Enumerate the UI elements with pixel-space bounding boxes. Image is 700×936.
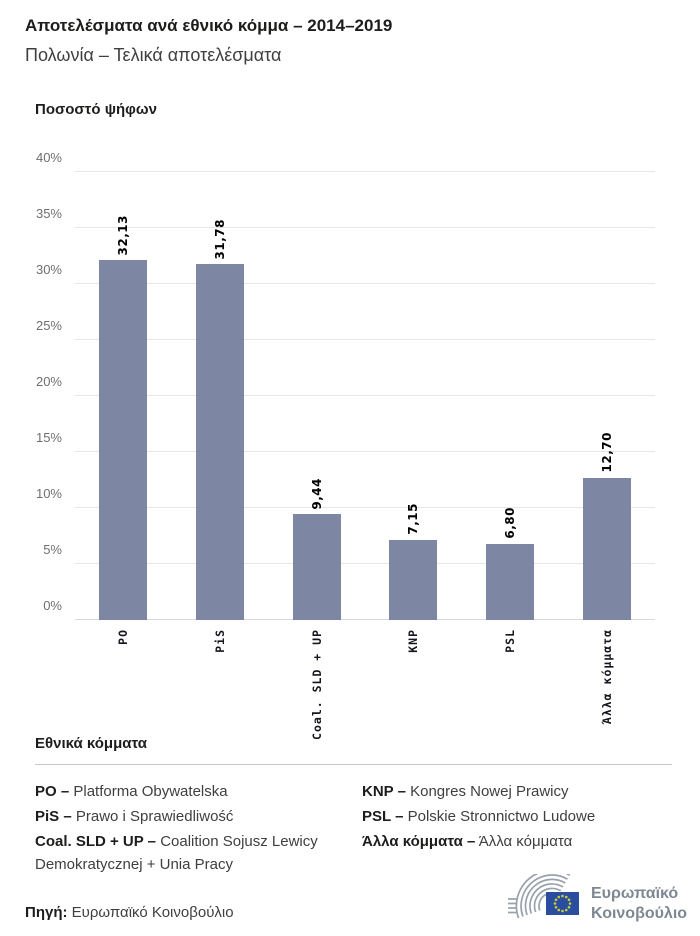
bar — [196, 264, 244, 620]
y-axis-tick-label: 0% — [43, 598, 62, 613]
x-axis-tick-label: KNP — [406, 629, 421, 653]
y-axis-tick-label: 40% — [35, 150, 62, 165]
y-axis-tick-label: 30% — [35, 262, 62, 277]
gridline — [75, 619, 655, 620]
legend-name: Polskie Stronnictwo Ludowe — [407, 808, 596, 825]
x-axis-tick-label: PSL — [503, 629, 517, 653]
legend-abbr: PO – — [35, 783, 70, 800]
y-axis-tick-label: 10% — [35, 486, 62, 501]
gridline — [75, 227, 655, 228]
gridline — [75, 451, 655, 452]
bar-value-label: 31,78 — [213, 218, 227, 260]
legend-abbr: PiS – — [35, 808, 72, 825]
bar — [582, 477, 631, 620]
page-subtitle: Πολωνία – Τελικά αποτελέσματα — [25, 45, 282, 65]
source-label: Πηγή: — [25, 904, 68, 921]
x-axis-tick-label: PiS — [213, 629, 227, 653]
bar-value-label: 6,80 — [503, 507, 517, 539]
bar — [486, 543, 534, 620]
page-title: Αποτελέσματα ανά εθνικό κόμμα – 2014–201… — [25, 16, 393, 35]
legend-entry-po: PO – Platforma Obywatelska — [35, 780, 362, 803]
gridline — [75, 339, 655, 340]
plot-area: 0% 5% 10% 15% 20% 25% 30% 35% 40% 32,13 PO 31,78 PiS… — [36, 150, 655, 740]
gridline — [75, 171, 655, 172]
bar — [99, 260, 148, 620]
bar — [389, 539, 438, 620]
legend-name: Platforma Obywatelska — [73, 783, 228, 800]
legend-abbr: PSL – — [362, 808, 404, 825]
y-axis-tick-label: 20% — [35, 374, 62, 389]
gridline — [75, 283, 655, 284]
legend-name: Kongres Nowej Prawicy — [410, 783, 569, 800]
legend-name: Άλλα κόμματα — [478, 833, 573, 850]
legend-heading: Εθνικά κόμματα — [35, 735, 147, 752]
ep-logo-wordmark: Ευρωπαϊκό Κοινοβούλιο — [591, 884, 687, 924]
legend-name: Prawo i Sprawiedliwość — [75, 808, 234, 825]
ep-hemicycle-icon — [508, 874, 579, 919]
gridline — [75, 563, 655, 564]
x-axis-tick-label: Coal. SLD + UP — [309, 629, 324, 740]
gridline — [75, 507, 655, 508]
legend-abbr: Άλλα κόμματα – — [362, 833, 476, 850]
bar-value-label: 7,15 — [406, 503, 421, 535]
legend-divider — [35, 764, 672, 765]
source-value: Ευρωπαϊκό Κοινοβούλιο — [71, 904, 234, 921]
ep-logo-line2: Κοινοβούλιο — [591, 905, 688, 922]
legend-entry-coal-sld-up: Coal. SLD + UP – Coalition Sojusz Lewicy… — [35, 830, 362, 876]
source-line: Πηγή: Ευρωπαϊκό Κοινοβούλιο — [25, 904, 234, 921]
ep-logo-line1: Ευρωπαϊκό — [591, 885, 679, 902]
legend-abbr: Coal. SLD + UP – — [35, 833, 157, 850]
legend-name: Coalition Sojusz Lewicy Demokratycznej +… — [35, 833, 318, 873]
y-axis-tick-label: 25% — [35, 318, 62, 333]
bar-value-label: 9,44 — [309, 477, 324, 510]
chart-axis-title: Ποσοστό ψήφων — [35, 101, 157, 118]
y-axis-tick-label: 35% — [35, 206, 62, 221]
legend-entry-psl: PSL – Polskie Stronnictwo Ludowe — [362, 805, 672, 828]
legend-entry-other: Άλλα κόμματα – Άλλα κόμματα — [362, 830, 672, 876]
bar-value-label: 12,70 — [599, 432, 614, 473]
bar-value-label: 32,13 — [116, 214, 131, 256]
legend-abbr: KNP – — [362, 783, 406, 800]
x-axis-tick-label: Άλλα κόμματα — [599, 629, 614, 725]
european-parliament-logo: Ευρωπαϊκό Κοινοβούλιο — [506, 874, 687, 930]
gridline — [75, 395, 655, 396]
legend-entry-pis: PiS – Prawo i Sprawiedliwość — [35, 805, 362, 828]
legend-entry-knp: KNP – Kongres Nowej Prawicy — [362, 780, 672, 803]
bar — [292, 514, 341, 620]
legend: PO – Platforma Obywatelska PiS – Prawo i… — [35, 780, 672, 876]
eu-flag — [546, 892, 579, 915]
x-axis-tick-label: PO — [116, 629, 131, 645]
y-axis-tick-label: 5% — [43, 542, 62, 557]
y-axis-tick-label: 15% — [35, 430, 62, 445]
